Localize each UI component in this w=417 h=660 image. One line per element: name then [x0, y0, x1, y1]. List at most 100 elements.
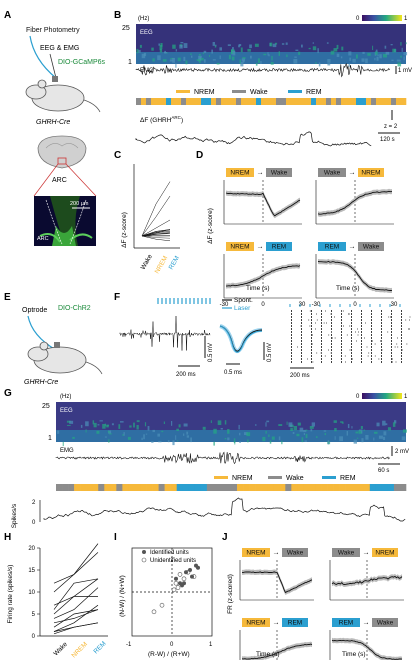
- volt-scale-label-f2: 0.5 mV: [267, 343, 273, 362]
- spectrogram-cell: [151, 441, 154, 443]
- hypnogram-segment: [297, 484, 304, 491]
- raster-spike: [321, 319, 322, 321]
- raster-spike: [315, 328, 316, 330]
- y-tick-label: 0: [32, 634, 36, 640]
- raster-spike: [371, 313, 372, 315]
- hypnogram-segment: [321, 484, 328, 491]
- raster-spike: [311, 319, 312, 321]
- raster-spike: [311, 343, 313, 345]
- spectrogram-cell: [356, 437, 359, 439]
- hypnogram-segment: [216, 98, 222, 105]
- emg-trace-g: [55, 451, 390, 465]
- raster-spike: [311, 352, 312, 354]
- ylabel-c: ΔF (z-score): [121, 212, 128, 248]
- hypnogram-segment: [104, 484, 111, 491]
- raster-spike: [323, 322, 325, 324]
- raster-spike: [348, 313, 349, 315]
- hypnogram-segment: [361, 98, 367, 105]
- raster-spike: [401, 334, 402, 336]
- hypnogram-segment: [301, 98, 307, 105]
- spectrogram-cell: [160, 43, 163, 47]
- raster-spike: [374, 355, 376, 357]
- hypnogram-segment: [224, 484, 232, 491]
- brain-section-icon: [37, 135, 87, 169]
- state-legend-b: NREM Wake REM: [176, 89, 322, 96]
- raster-spike: [341, 346, 342, 348]
- hypnogram-segment: [306, 98, 312, 105]
- raster-spike: [301, 340, 302, 342]
- tick-i-x-neg: -1: [126, 642, 132, 648]
- raster-spike: [311, 334, 312, 336]
- raster-spike: [341, 343, 342, 345]
- hypnogram-segment: [296, 98, 302, 105]
- legend-nrem-g: NREM: [232, 475, 253, 482]
- spectrogram-cell: [213, 441, 215, 446]
- raster-spike: [321, 322, 322, 324]
- spectrogram-cell: [405, 42, 407, 45]
- spectrogram-cell: [392, 48, 396, 53]
- raster-spike: [351, 310, 352, 312]
- scatter-point-identified: [174, 576, 178, 581]
- raster-spike: [334, 337, 336, 339]
- spectrogram-cell: [309, 426, 314, 429]
- raster-spike: [325, 310, 326, 312]
- state-tag: [372, 548, 398, 557]
- raster-spike: [311, 340, 312, 342]
- spectrogram-cell: [379, 54, 382, 59]
- colorbar-g: [362, 393, 402, 399]
- spectrogram-cell: [210, 420, 212, 423]
- spectrogram-cell: [104, 436, 107, 438]
- raster-spike: [331, 340, 332, 342]
- raster-spike: [301, 361, 302, 363]
- panel-letter-j: J: [222, 532, 228, 543]
- panel-letter-e: E: [4, 292, 11, 303]
- spectrogram-cell: [315, 436, 318, 438]
- spectrogram-cell: [327, 59, 331, 63]
- raster-spike: [331, 325, 332, 327]
- mean-trace: [242, 571, 313, 594]
- series-line: [141, 181, 171, 237]
- raster-spike: [381, 346, 382, 348]
- state-tag-label: Wake: [287, 550, 304, 557]
- spectrogram-cell: [139, 44, 142, 48]
- raster-spike: [341, 349, 342, 351]
- spectrogram-cell: [288, 422, 293, 427]
- raster-spike: [341, 361, 342, 363]
- raster-spike: [401, 358, 402, 360]
- raster-spike: [301, 337, 302, 339]
- raster-spike: [311, 328, 312, 330]
- spectrogram-cell: [254, 43, 259, 47]
- hypnogram-segment: [161, 98, 167, 105]
- raster-spike: [321, 310, 322, 312]
- raster-spike: [356, 340, 357, 342]
- state-tag: [226, 242, 254, 251]
- mean-trace: [317, 190, 393, 215]
- spectrogram-cell: [268, 54, 270, 57]
- raster-spike: [341, 337, 342, 339]
- spectrogram-cell: [382, 436, 386, 440]
- hypnogram-segment: [56, 484, 63, 491]
- spectrogram-cell: [353, 439, 357, 444]
- hypnogram-segment: [315, 484, 322, 491]
- spectrogram-cell: [219, 47, 222, 51]
- spectrogram-cell: [400, 55, 402, 58]
- raster-spike: [311, 331, 312, 333]
- raster-spike: [381, 325, 382, 327]
- raster-spike: [371, 358, 372, 360]
- spectrogram-cell: [356, 54, 358, 59]
- spectrogram-cell: [213, 428, 217, 434]
- hypnogram-b: [136, 98, 407, 105]
- hypnogram-segment: [152, 484, 159, 491]
- state-tag: [372, 618, 398, 627]
- spectrogram-cell: [361, 438, 364, 443]
- spectrogram-cell: [295, 49, 299, 51]
- raster-spike: [391, 328, 392, 330]
- ylabel-h: Firing rate (spikes/s): [7, 565, 14, 624]
- hypnogram-segment: [345, 484, 352, 491]
- raster-spike: [316, 319, 318, 321]
- time-scale-label-f3: 200 ms: [290, 373, 310, 379]
- series-line: [53, 552, 99, 584]
- spectrogram-cell: [151, 47, 154, 51]
- raster-spike: [381, 313, 382, 315]
- raster-spike: [320, 352, 322, 354]
